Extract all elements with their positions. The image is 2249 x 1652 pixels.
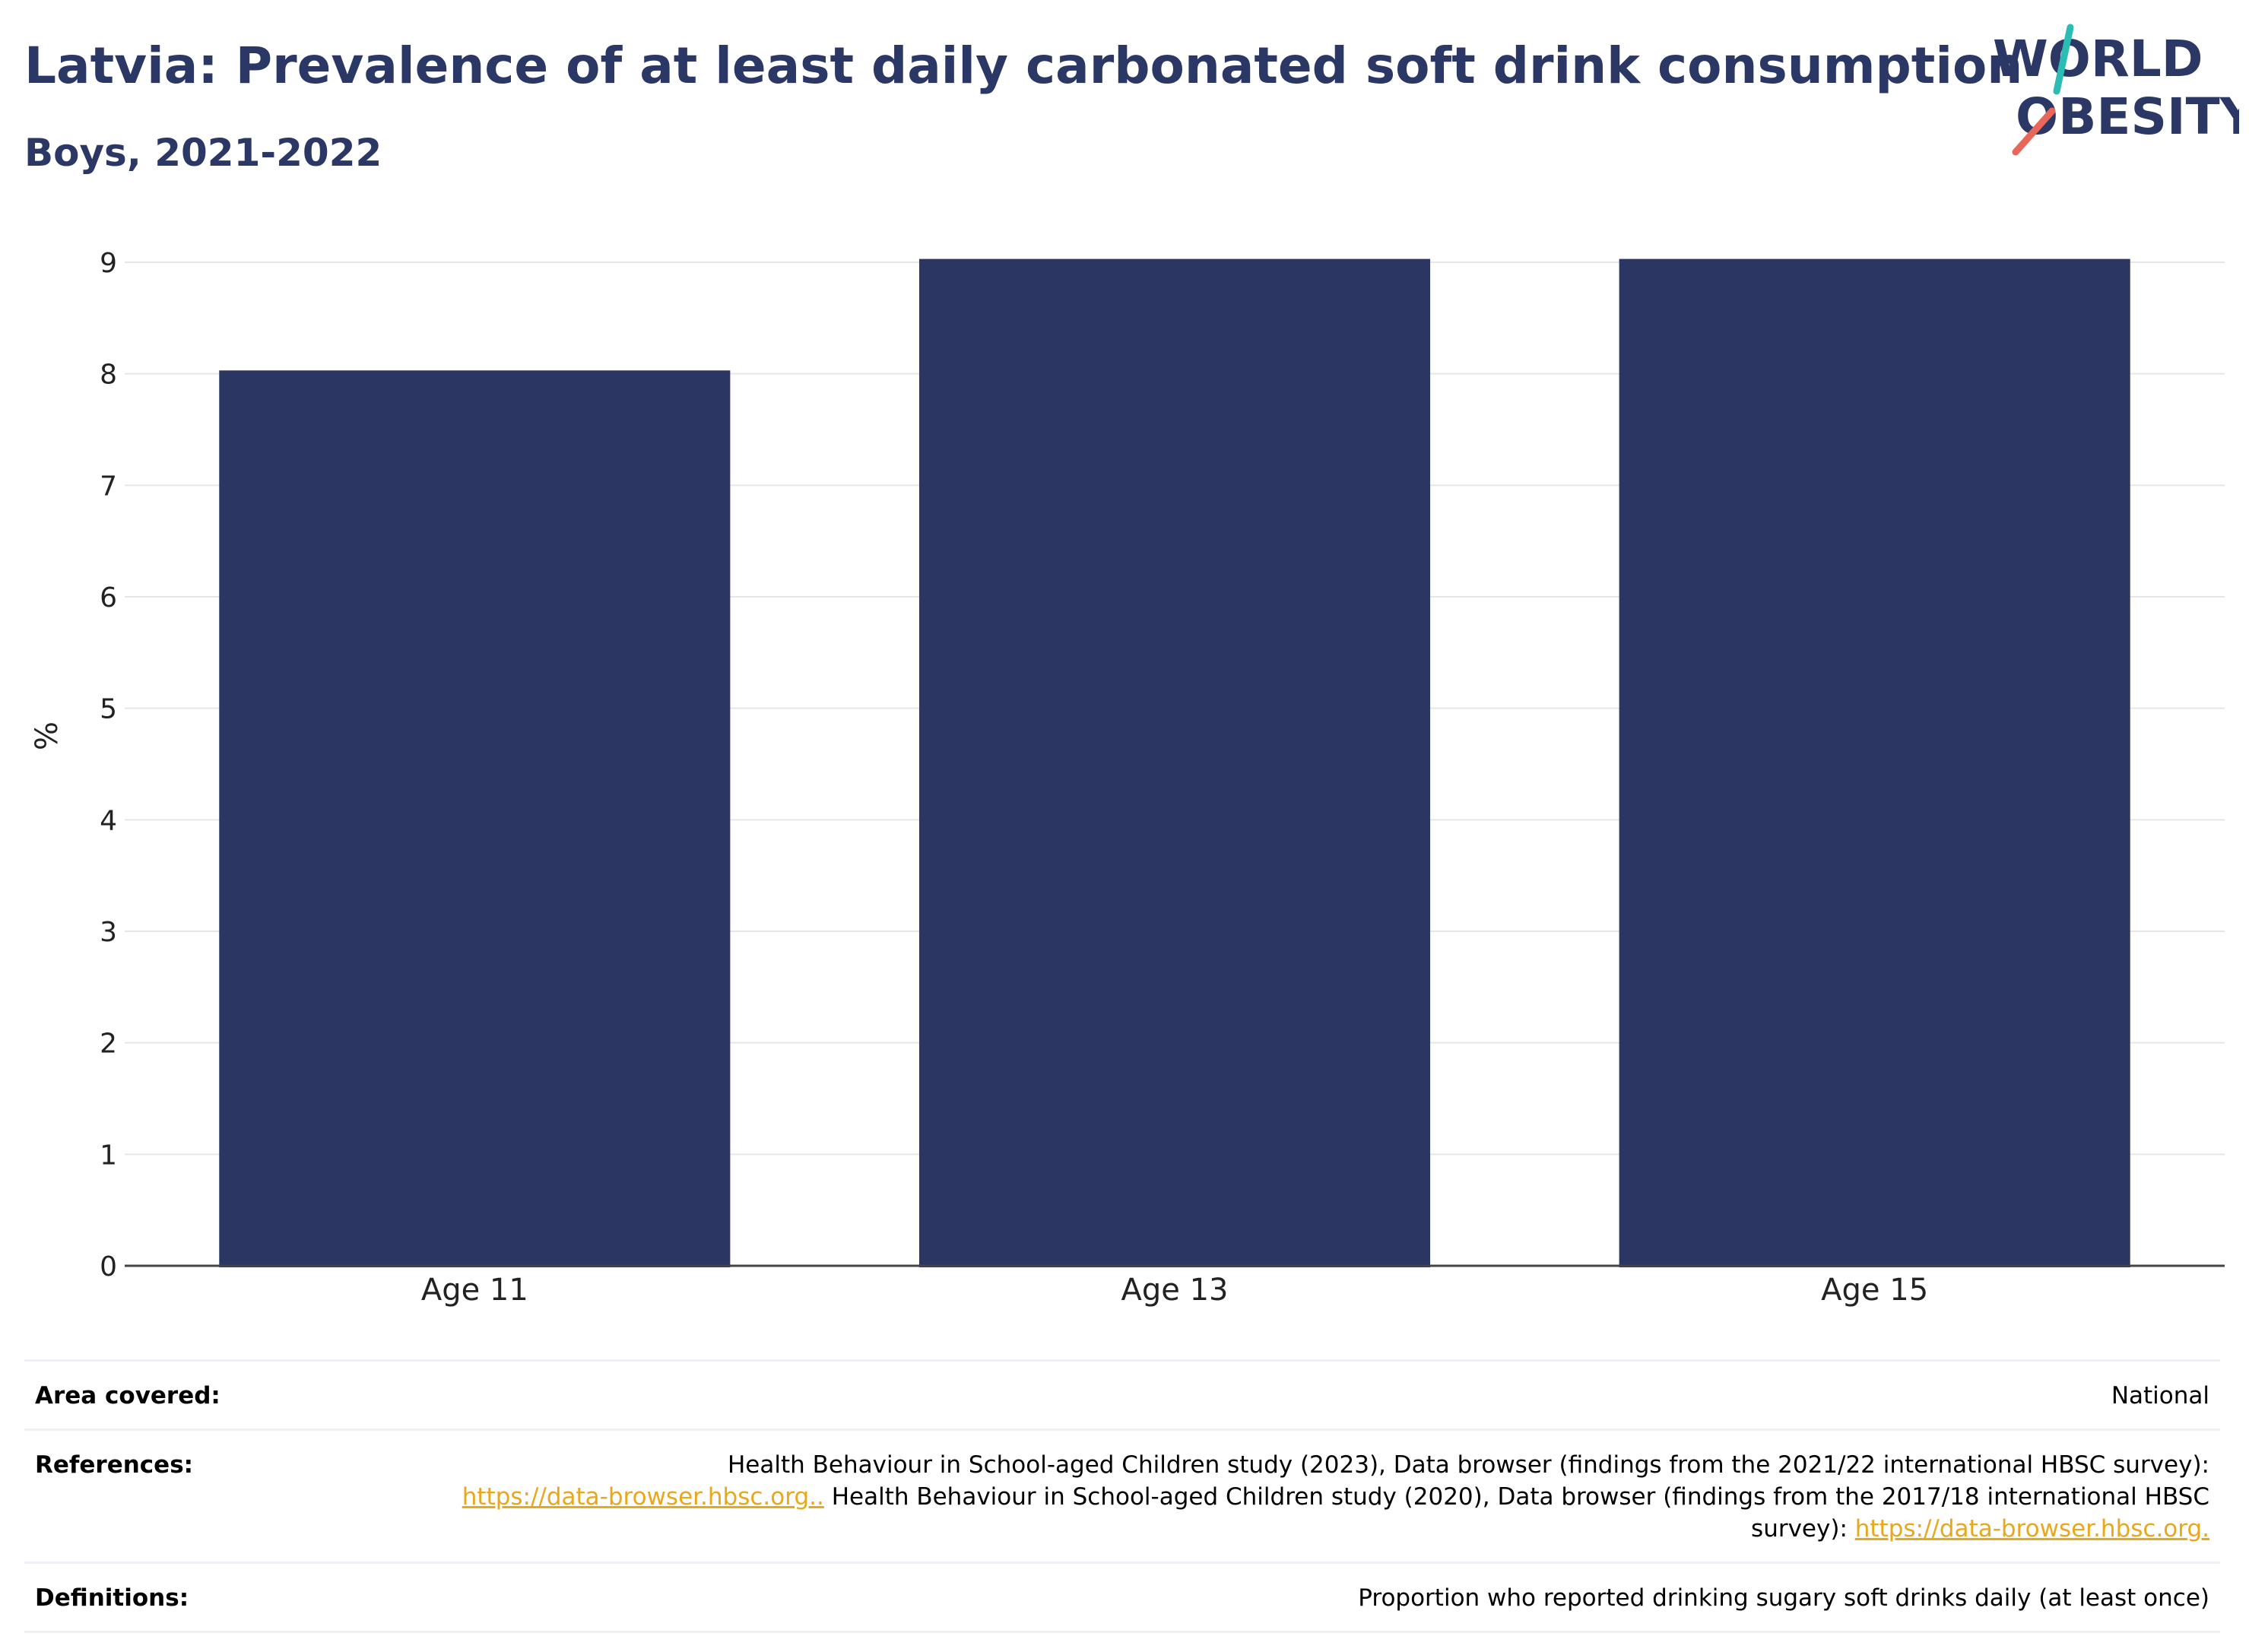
info-row-references: References: Health Behaviour in School-a… — [24, 1428, 2220, 1562]
y-tick-label: 6 — [100, 582, 117, 614]
info-table: Area covered: National References: Healt… — [24, 1359, 2220, 1633]
reference-link-1[interactable]: https://data-browser.hbsc.org.. — [462, 1483, 824, 1511]
y-tick-label: 0 — [100, 1251, 117, 1283]
y-tick-label: 9 — [100, 248, 117, 279]
y-tick-label: 5 — [100, 694, 117, 725]
x-tick-label: Age 11 — [421, 1273, 528, 1308]
info-row-definitions: Definitions: Proportion who reported dri… — [24, 1562, 2220, 1633]
logo-slash-teal — [2053, 24, 2074, 95]
y-tick-label: 4 — [100, 805, 117, 836]
y-tick-label: 2 — [100, 1029, 117, 1060]
y-tick-label: 8 — [100, 360, 117, 391]
references-value: Health Behaviour in School-aged Children… — [430, 1449, 2209, 1545]
y-tick-label: 1 — [100, 1140, 117, 1171]
area-covered-value: National — [2111, 1382, 2209, 1409]
y-tick-label: 7 — [100, 471, 117, 502]
bar-chart: 0 1 2 3 4 5 6 7 8 9 Age 11 Age 13 Age 15 % — [30, 248, 2225, 1308]
logo-slash-coral — [2012, 107, 2056, 156]
y-tick-labels: 0 1 2 3 4 5 6 7 8 9 — [100, 248, 117, 1283]
world-obesity-logo: WORLD OBESITY — [1993, 24, 2239, 156]
chart-title: Latvia: Prevalence of at least daily car… — [24, 36, 2023, 95]
x-tick-labels: Age 11 Age 13 Age 15 — [421, 1273, 1928, 1308]
y-tick-label: 3 — [100, 917, 117, 948]
info-row-area: Area covered: National — [24, 1359, 2220, 1428]
bars — [219, 258, 2130, 1268]
reference-text-2: Health Behaviour in School-aged Children… — [823, 1483, 2209, 1543]
logo-word-world: WORLD — [1993, 30, 2203, 88]
area-covered-label: Area covered: — [35, 1382, 220, 1409]
y-axis-title: % — [30, 721, 65, 750]
bar-age-15 — [1619, 258, 2130, 1268]
bar-age-11 — [219, 370, 731, 1268]
chart-subtitle: Boys, 2021-2022 — [24, 131, 382, 175]
logo-word-obesity: OBESITY — [2016, 87, 2239, 146]
definitions-label: Definitions: — [35, 1584, 189, 1612]
definitions-value: Proportion who reported drinking sugary … — [1358, 1584, 2209, 1612]
references-label: References: — [35, 1451, 194, 1479]
x-tick-label: Age 13 — [1121, 1273, 1229, 1308]
bar-age-13 — [918, 258, 1431, 1268]
x-tick-label: Age 15 — [1821, 1273, 1928, 1308]
reference-text-1: Health Behaviour in School-aged Children… — [728, 1451, 2209, 1479]
reference-link-2[interactable]: https://data-browser.hbsc.org. — [1854, 1515, 2209, 1543]
